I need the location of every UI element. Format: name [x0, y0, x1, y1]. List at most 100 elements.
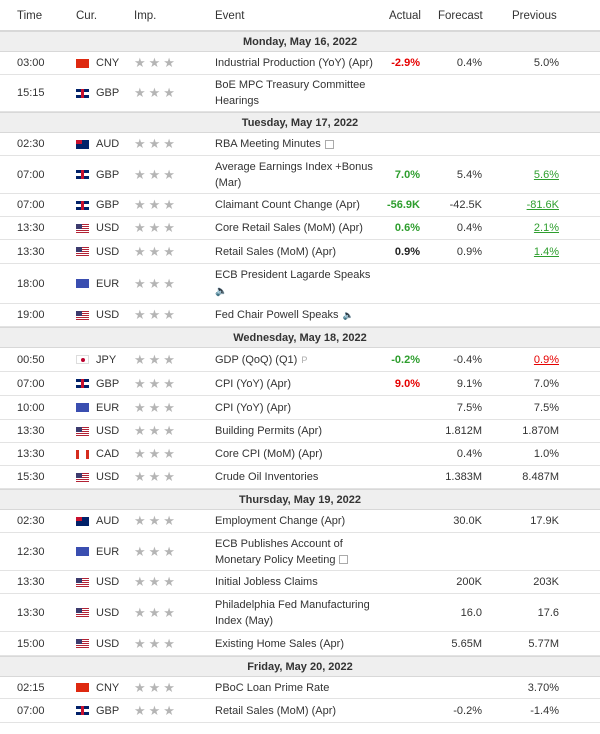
event-row[interactable]: 07:00 GBP ★★★ CPI (YoY) (Apr) 9.0% 9.1% 7.0%	[0, 372, 600, 396]
event-name[interactable]: ECB Publishes Account of Monetary Policy…	[215, 537, 343, 566]
event-row[interactable]: 13:30 USD ★★★ Retail Sales (MoM) (Apr) 0.9% 0…	[0, 240, 600, 264]
importance-stars: ★★★	[134, 543, 178, 559]
event-cell: Employment Change (Apr)	[215, 510, 385, 532]
eu-flag-icon	[76, 264, 89, 303]
importance-stars: ★★★	[134, 351, 178, 367]
event-row[interactable]: 13:30 USD ★★★ Initial Jobless Claims 200K 203…	[0, 571, 600, 594]
previous-value: 1.0%	[533, 448, 559, 460]
event-time: 12:30	[17, 545, 45, 558]
event-name[interactable]: CPI (YoY) (Apr)	[215, 401, 292, 414]
currency-code: CNY	[96, 57, 120, 69]
event-time: 13:30	[17, 576, 45, 588]
forecast-value: 1.812M	[445, 425, 482, 437]
document-icon[interactable]	[324, 139, 334, 149]
col-event[interactable]: Event	[215, 10, 245, 22]
previous-value: 17.6	[537, 606, 559, 619]
day-header: Monday, May 16, 2022	[0, 31, 600, 52]
speaker-icon[interactable]: 🔈	[342, 310, 354, 320]
event-row[interactable]: 15:15 GBP ★★★ BoE MPC Treasury Committee He…	[0, 75, 600, 112]
event-row[interactable]: 18:00 EUR ★★★ ECB President Lagarde Speaks 🔈	[0, 264, 600, 304]
event-row[interactable]: 02:30 AUD ★★★ RBA Meeting Minutes	[0, 133, 600, 156]
calendar-body: Monday, May 16, 2022 03:00 CNY ★★★ Industria…	[0, 31, 600, 723]
event-row[interactable]: 07:00 GBP ★★★ Average Earnings Index +Bonus…	[0, 156, 600, 194]
event-name[interactable]: Core Retail Sales (MoM) (Apr)	[215, 222, 363, 234]
currency-code: EUR	[96, 277, 120, 290]
col-forecast[interactable]: Forecast	[438, 10, 483, 22]
forecast-value: 5.4%	[456, 168, 482, 181]
event-row[interactable]: 13:30 USD ★★★ Building Permits (Apr) 1.812M 1…	[0, 420, 600, 443]
event-cell: Industrial Production (YoY) (Apr)	[215, 52, 385, 74]
event-name[interactable]: Industrial Production (YoY) (Apr)	[215, 57, 373, 69]
event-row[interactable]: 07:00 GBP ★★★ Retail Sales (MoM) (Apr) -0.2%…	[0, 699, 600, 723]
event-row[interactable]: 15:00 USD ★★★ Existing Home Sales (Apr) 5.65…	[0, 632, 600, 656]
forecast-value: -0.2%	[453, 704, 482, 717]
currency-code: GBP	[96, 87, 120, 99]
document-icon[interactable]	[339, 555, 349, 565]
event-name[interactable]: Crude Oil Inventories	[215, 471, 319, 483]
event-name[interactable]: Average Earnings Index +Bonus (Mar)	[215, 160, 373, 189]
event-name[interactable]: RBA Meeting Minutes	[215, 138, 321, 150]
forecast-value: 0.4%	[456, 57, 482, 69]
previous-value: 5.0%	[533, 57, 559, 69]
event-row[interactable]: 10:00 EUR ★★★ CPI (YoY) (Apr) 7.5% 7.5%	[0, 396, 600, 420]
forecast-value: 7.5%	[456, 401, 482, 414]
event-row[interactable]: 12:30 EUR ★★★ ECB Publishes Account of Mone…	[0, 533, 600, 571]
event-time: 07:00	[17, 377, 45, 390]
event-name[interactable]: PBoC Loan Prime Rate	[215, 681, 330, 694]
event-cell: ECB President Lagarde Speaks 🔈	[215, 264, 385, 303]
importance-stars: ★★★	[134, 307, 178, 322]
forecast-value: -0.4%	[453, 353, 482, 366]
col-time[interactable]: Time	[17, 10, 43, 22]
col-currency[interactable]: Cur.	[76, 10, 98, 22]
event-row[interactable]: 19:00 USD ★★★ Fed Chair Powell Speaks 🔈	[0, 304, 600, 327]
event-row[interactable]: 13:30 USD ★★★ Philadelphia Fed Manufacturin…	[0, 594, 600, 632]
event-row[interactable]: 15:30 USD ★★★ Crude Oil Inventories 1.383M 8.…	[0, 466, 600, 489]
event-cell: Existing Home Sales (Apr)	[215, 632, 385, 655]
currency-code: USD	[96, 576, 120, 588]
currency-code: EUR	[96, 545, 120, 558]
event-name[interactable]: CPI (YoY) (Apr)	[215, 377, 292, 390]
col-previous[interactable]: Previous	[512, 10, 557, 22]
event-row[interactable]: 07:00 GBP ★★★ Claimant Count Change (Apr) -5…	[0, 194, 600, 217]
importance-stars: ★★★	[134, 635, 178, 651]
currency-code: GBP	[96, 168, 120, 181]
event-name[interactable]: Initial Jobless Claims	[215, 576, 318, 588]
importance-stars: ★★★	[134, 275, 178, 291]
event-name[interactable]: Philadelphia Fed Manufacturing Index (Ma…	[215, 598, 370, 627]
event-name[interactable]: Retail Sales (MoM) (Apr)	[215, 704, 337, 717]
col-importance[interactable]: Imp.	[134, 10, 157, 22]
event-name[interactable]: BoE MPC Treasury Committee Hearings	[215, 79, 366, 107]
importance-stars: ★★★	[134, 604, 178, 620]
au-flag-icon	[76, 133, 89, 155]
jp-flag-icon	[76, 348, 89, 371]
event-row[interactable]: 02:30 AUD ★★★ Employment Change (Apr) 30.0K 1…	[0, 510, 600, 533]
event-name[interactable]: Fed Chair Powell Speaks	[215, 309, 339, 321]
event-cell: Crude Oil Inventories	[215, 466, 385, 488]
event-name[interactable]: Existing Home Sales (Apr)	[215, 637, 344, 650]
event-name[interactable]: GDP (QoQ) (Q1)	[215, 353, 298, 366]
event-name[interactable]: Building Permits (Apr)	[215, 425, 322, 437]
event-row[interactable]: 02:15 CNY ★★★ PBoC Loan Prime Rate 3.70%	[0, 677, 600, 699]
event-name[interactable]: Retail Sales (MoM) (Apr)	[215, 245, 337, 258]
col-actual[interactable]: Actual	[389, 10, 421, 22]
previous-value: 5.77M	[528, 637, 559, 650]
event-row[interactable]: 03:00 CNY ★★★ Industrial Production (YoY) (…	[0, 52, 600, 75]
event-name[interactable]: ECB President Lagarde Speaks	[215, 269, 371, 281]
currency-code: AUD	[96, 138, 120, 150]
event-row[interactable]: 13:30 USD ★★★ Core Retail Sales (MoM) (Apr)…	[0, 217, 600, 240]
us-flag-icon	[76, 594, 89, 631]
event-name[interactable]: Core CPI (MoM) (Apr)	[215, 448, 323, 460]
au-flag-icon	[76, 510, 89, 532]
event-name[interactable]: Claimant Count Change (Apr)	[215, 199, 360, 211]
importance-stars: ★★★	[134, 469, 178, 484]
actual-value: -2.9%	[391, 57, 420, 69]
importance-stars: ★★★	[134, 399, 178, 415]
event-name[interactable]: Employment Change (Apr)	[215, 515, 346, 527]
us-flag-icon	[76, 420, 89, 442]
actual-value: 0.6%	[394, 222, 420, 234]
event-row[interactable]: 00:50 JPY ★★★ GDP (QoQ) (Q1) P -0.2% -0.4% 0.9%	[0, 348, 600, 372]
event-row[interactable]: 13:30 CAD ★★★ Core CPI (MoM) (Apr) 0.4% 1.0%	[0, 443, 600, 466]
event-time: 10:00	[17, 401, 45, 414]
speaker-icon[interactable]: 🔈	[215, 286, 228, 297]
